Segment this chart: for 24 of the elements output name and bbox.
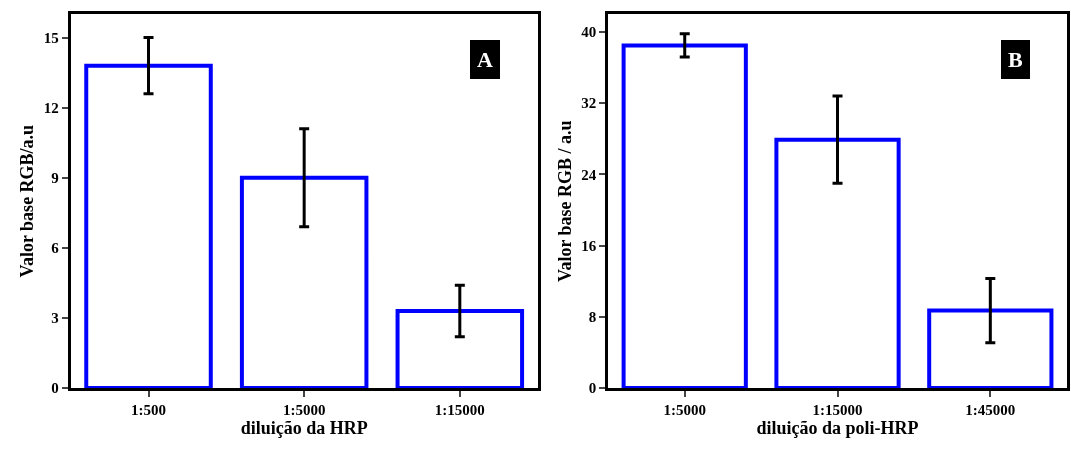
x-tick-label: 1:5000 xyxy=(663,402,706,419)
y-tick-label: 15 xyxy=(43,29,59,46)
y-tick-label: 0 xyxy=(588,380,597,397)
x-axis-title: diluição da HRP xyxy=(240,418,368,439)
y-tick-label: 16 xyxy=(581,237,597,254)
x-tick-label: 1:45000 xyxy=(965,402,1016,419)
x-tick-label: 1:15000 xyxy=(434,402,485,419)
annotation: A xyxy=(477,47,493,72)
y-tick-label: 32 xyxy=(581,95,597,112)
y-tick-label: 0 xyxy=(51,380,59,397)
y-tick-label: 3 xyxy=(51,310,59,327)
y-tick-label: 6 xyxy=(51,240,60,257)
annotation: B xyxy=(1008,47,1023,72)
y-tick-label: 24 xyxy=(581,166,597,183)
y-tick-label: 9 xyxy=(51,170,59,187)
y-tick-label: 8 xyxy=(588,309,597,326)
x-tick-label: 1:15000 xyxy=(812,402,863,419)
x-tick-label: 1:500 xyxy=(131,402,167,419)
x-tick-label: 1:5000 xyxy=(282,402,326,419)
y-tick-label: 12 xyxy=(43,99,59,116)
y-tick-label: 40 xyxy=(581,24,597,41)
x-axis-title: diluição da poli-HRP xyxy=(756,418,919,439)
y-axis-title: Valor base RGB/a.u xyxy=(16,124,37,278)
y-axis-title: Valor base RGB / a.u xyxy=(554,120,575,282)
